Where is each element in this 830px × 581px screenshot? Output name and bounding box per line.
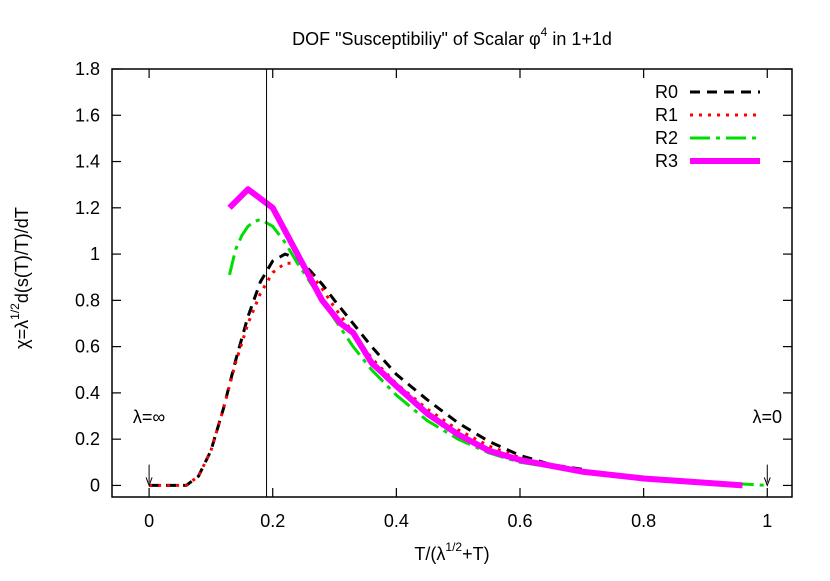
x-tick-label: 0.4 xyxy=(384,511,409,531)
y-axis-label: χ=λ1/2d(s(T)/T)/dT xyxy=(8,207,32,349)
y-tick-label: 0 xyxy=(90,475,100,495)
y-tick-label: 0.4 xyxy=(75,383,100,403)
x-tick-label: 0.2 xyxy=(260,511,285,531)
x-tick-label: 0 xyxy=(144,511,154,531)
ticks-layer: 0 0.2 0.4 0.6 0.8 1 0 0.2 0.4 0.6 0.8 1 1.2 1.4 1.6 1.8 xyxy=(75,59,792,531)
series-R0-line xyxy=(149,252,583,487)
y-tick-label: 0.2 xyxy=(75,429,100,449)
series-R1-line xyxy=(149,261,552,487)
series-layer xyxy=(149,186,768,489)
annotation-arrowhead-0 xyxy=(145,477,153,487)
series-R3-line xyxy=(227,186,743,489)
x-tick-label: 0.8 xyxy=(631,511,656,531)
annotations-layer: λ=∞ λ=0 xyxy=(133,407,783,487)
x-tick-label: 1 xyxy=(762,511,772,531)
legend-label-R3: R3 xyxy=(655,151,678,171)
y-tick-label: 1.2 xyxy=(75,198,100,218)
legend-label-R0: R0 xyxy=(655,82,678,102)
y-tick-label: 1 xyxy=(90,244,100,264)
annotation-label-1: λ=0 xyxy=(753,407,783,427)
chart-title: DOF "Susceptibiliy" of Scalar φ4 in 1+1d xyxy=(292,25,612,49)
y-tick-label: 0.6 xyxy=(75,337,100,357)
y-tick-label: 1.4 xyxy=(75,152,100,172)
annotation-label-0: λ=∞ xyxy=(133,407,166,427)
plot-frame xyxy=(111,68,793,498)
x-tick-label: 0.6 xyxy=(507,511,532,531)
y-tick-label: 1.8 xyxy=(75,59,100,79)
x-axis-label: T/(λ1/2+T) xyxy=(414,540,489,564)
legend-label-R2: R2 xyxy=(655,128,678,148)
frame-layer xyxy=(111,68,793,498)
legend: R0 R1 R2 R3 xyxy=(655,82,760,171)
y-tick-label: 1.6 xyxy=(75,105,100,125)
legend-label-R1: R1 xyxy=(655,105,678,125)
annotation-arrowhead-1 xyxy=(763,477,771,487)
y-tick-label: 0.8 xyxy=(75,290,100,310)
